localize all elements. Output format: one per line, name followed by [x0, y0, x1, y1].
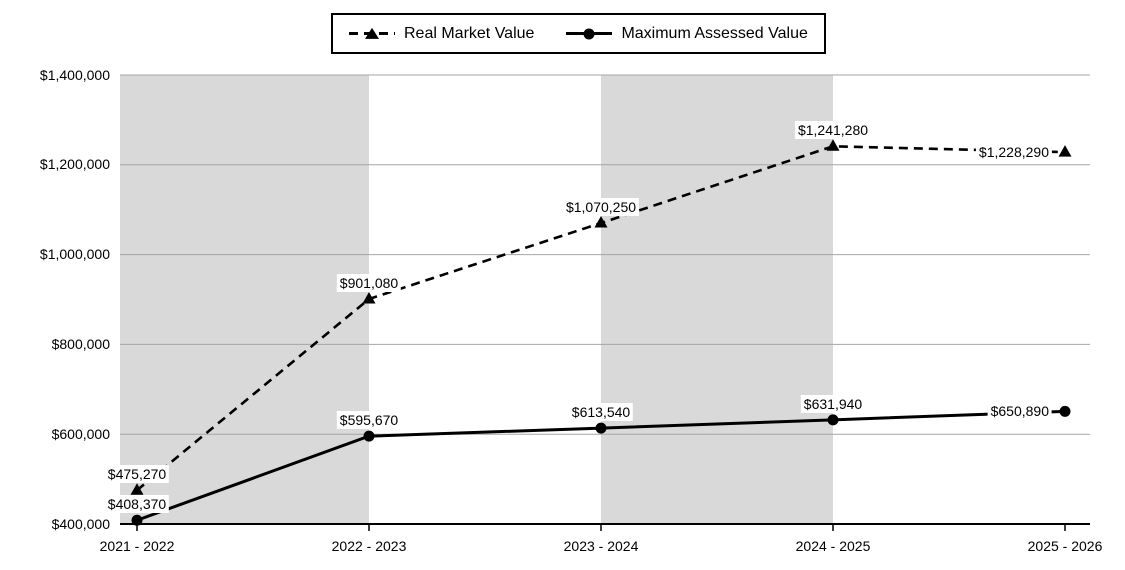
- data-label: $613,540: [568, 403, 634, 422]
- triangle-marker-icon: [594, 216, 608, 228]
- triangle-marker-icon: [826, 139, 840, 151]
- x-axis-label: 2021 - 2022: [99, 538, 175, 554]
- circle-marker-icon: [1059, 405, 1071, 417]
- triangle-marker-icon: [130, 483, 144, 495]
- x-axis-label: 2025 - 2026: [1027, 538, 1103, 554]
- x-axis-label: 2024 - 2025: [795, 538, 871, 554]
- plot-band: [601, 75, 833, 524]
- data-label: $408,370: [104, 495, 170, 514]
- plot-band: [120, 75, 369, 524]
- legend-item-real-market-value: Real Market Value: [349, 25, 534, 43]
- x-axis-label: 2023 - 2024: [563, 538, 639, 554]
- y-axis-label: $1,400,000: [39, 66, 110, 83]
- triangle-marker-icon: [1058, 145, 1072, 157]
- legend-item-maximum-assessed-value: Maximum Assessed Value: [566, 24, 808, 43]
- x-axis-label: 2022 - 2023: [331, 538, 407, 554]
- solid-line-circle-marker-icon: [566, 27, 613, 41]
- data-label: $1,228,290: [975, 143, 1052, 162]
- y-axis-label: $800,000: [51, 335, 110, 352]
- data-label: $631,940: [800, 394, 866, 413]
- y-axis-label: $1,200,000: [39, 156, 110, 173]
- legend-label-real-market-value: Real Market Value: [404, 24, 535, 42]
- data-label: $1,241,280: [794, 121, 872, 140]
- circle-marker-icon: [131, 514, 143, 526]
- y-axis-label: $400,000: [51, 515, 110, 532]
- data-label: $901,080: [336, 274, 402, 292]
- data-label: $475,270: [104, 465, 170, 484]
- circle-marker-icon: [363, 430, 375, 442]
- y-axis-label: $1,000,000: [39, 246, 110, 263]
- circle-marker-icon: [827, 414, 839, 426]
- chart-legend: Real Market Value Maximum Assessed Value: [331, 13, 826, 54]
- data-label: $595,670: [336, 411, 402, 430]
- legend-label-maximum-assessed-value: Maximum Assessed Value: [621, 24, 808, 42]
- triangle-marker-icon: [362, 292, 376, 304]
- circle-marker-icon: [595, 422, 607, 434]
- y-axis-label: $600,000: [51, 425, 110, 442]
- data-label: $650,890: [987, 402, 1052, 421]
- data-label: $1,070,250: [562, 198, 640, 217]
- dashed-line-triangle-marker-icon: [349, 27, 395, 41]
